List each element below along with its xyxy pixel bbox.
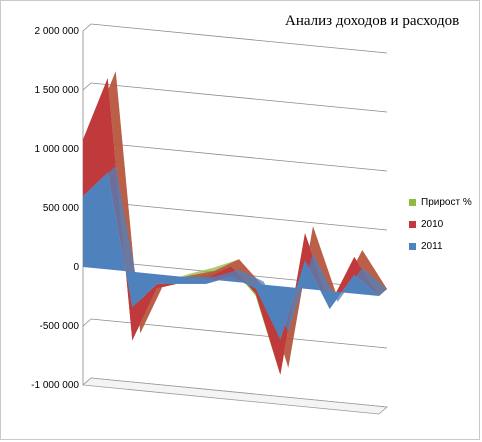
gridline-3 <box>90 200 388 231</box>
legend-item-2010: 2010 <box>409 213 472 235</box>
chart-floor <box>82 377 388 415</box>
chart-title: Анализ доходов и расходов <box>285 13 460 29</box>
legend-swatch-2011 <box>409 242 416 250</box>
series-band-1 <box>83 71 387 375</box>
legend-swatch-2010 <box>409 220 416 228</box>
legend-item-2011: 2011 <box>409 235 472 257</box>
grid-depth-5 <box>82 318 92 327</box>
gridline-0 <box>90 23 388 54</box>
y-tick-label-3: 500 000 <box>43 203 80 214</box>
y-tick-label-1: 1 500 000 <box>35 85 80 96</box>
y-tick-label-2: 1 000 000 <box>35 144 80 155</box>
grid-depth-0 <box>82 23 92 32</box>
gridline-1 <box>90 82 388 113</box>
legend-swatch-growth <box>409 198 416 206</box>
y-tick-label-5: -500 000 <box>40 321 80 332</box>
legend-label-2010: 2010 <box>421 218 444 230</box>
gridline-2 <box>90 141 388 172</box>
y-tick-label-4: 0 <box>73 262 79 273</box>
legend-label-2011: 2011 <box>421 240 443 252</box>
y-tick-label-6: -1 000 000 <box>31 380 79 391</box>
legend: Прирост % 2010 2011 <box>409 191 472 257</box>
y-tick-label-0: 2 000 000 <box>35 26 80 37</box>
legend-label-growth: Прирост % <box>421 196 472 208</box>
legend-item-growth: Прирост % <box>409 191 472 213</box>
grid-depth-1 <box>82 82 92 91</box>
series-band-2 <box>83 165 387 340</box>
